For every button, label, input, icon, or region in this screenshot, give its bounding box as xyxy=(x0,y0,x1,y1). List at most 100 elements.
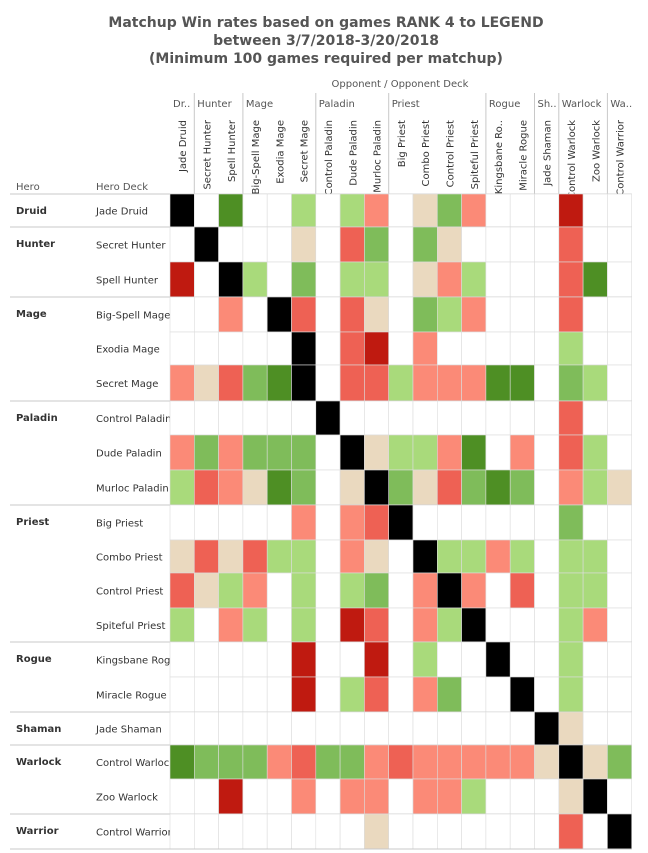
deck-label-8: Dude Paladin xyxy=(96,449,162,460)
cell-16-14 xyxy=(485,711,511,746)
cell-16-2 xyxy=(194,711,219,746)
deck-label-17: Control Warlock xyxy=(96,758,175,769)
cell-14-13 xyxy=(461,641,487,678)
cell-5-15 xyxy=(509,331,535,366)
cell-6-5 xyxy=(266,364,292,402)
cell-19-18 xyxy=(582,813,608,850)
cell-13-5 xyxy=(266,607,292,643)
cell-19-16 xyxy=(534,813,560,850)
cell-7-19 xyxy=(607,400,633,436)
cell-12-10 xyxy=(388,572,414,609)
cell-3-11 xyxy=(412,261,438,298)
cell-6-8 xyxy=(339,364,365,402)
cell-12-14 xyxy=(485,572,511,609)
col-label-13: Spiteful Priest xyxy=(470,120,481,189)
col-group-5: Priest xyxy=(392,99,420,110)
cell-7-17 xyxy=(558,400,584,436)
cell-8-10 xyxy=(388,434,414,471)
deck-label-19: Control Warrior xyxy=(96,828,173,839)
cell-12-2 xyxy=(194,572,219,609)
cell-10-16 xyxy=(534,504,560,541)
cell-5-9 xyxy=(364,331,389,366)
cell-11-19 xyxy=(607,539,633,574)
col-label-8: Dude Paladin xyxy=(348,120,359,186)
cell-11-4 xyxy=(242,539,268,574)
cell-12-7 xyxy=(315,572,341,609)
col-group-1: Dr.. xyxy=(173,99,190,110)
cell-4-7 xyxy=(315,296,341,333)
cell-19-17 xyxy=(558,813,584,850)
cell-2-17 xyxy=(558,226,584,263)
cell-7-1 xyxy=(169,400,195,436)
col-label-10: Big Priest xyxy=(397,120,408,167)
cell-5-12 xyxy=(436,331,462,366)
cell-19-5 xyxy=(266,813,292,850)
cell-7-7 xyxy=(315,400,341,436)
cell-9-11 xyxy=(412,469,438,506)
cell-2-1 xyxy=(169,226,195,263)
cell-18-19 xyxy=(607,778,633,815)
cell-8-7 xyxy=(315,434,341,471)
col-label-14: Kingsbane Ro.. xyxy=(494,120,505,194)
cell-17-3 xyxy=(218,744,244,780)
cell-4-10 xyxy=(388,296,414,333)
cell-5-8 xyxy=(339,331,365,366)
cell-6-15 xyxy=(509,364,535,402)
cell-8-15 xyxy=(509,434,535,471)
cell-11-7 xyxy=(315,539,341,574)
cell-11-3 xyxy=(218,539,244,574)
cell-14-11 xyxy=(412,641,438,678)
cell-5-17 xyxy=(558,331,584,366)
cell-6-2 xyxy=(194,364,219,402)
cell-10-4 xyxy=(242,504,268,541)
cell-13-17 xyxy=(558,607,584,643)
cell-11-12 xyxy=(436,539,462,574)
hero-label-4: Paladin xyxy=(16,413,58,424)
cell-15-14 xyxy=(485,676,511,713)
cell-12-5 xyxy=(266,572,292,609)
cell-17-9 xyxy=(364,744,389,780)
cell-18-12 xyxy=(436,778,462,815)
cell-18-8 xyxy=(339,778,365,815)
cell-8-6 xyxy=(291,434,317,471)
title-line-2: between 3/7/2018-3/20/2018 xyxy=(213,33,439,49)
cell-8-4 xyxy=(242,434,268,471)
deck-label-4: Big-Spell Mage xyxy=(96,311,170,322)
cell-1-14 xyxy=(485,193,511,228)
cell-15-3 xyxy=(218,676,244,713)
cell-6-1 xyxy=(169,364,195,402)
cell-11-15 xyxy=(509,539,535,574)
cell-15-13 xyxy=(461,676,487,713)
cell-5-5 xyxy=(266,331,292,366)
opponent-header: Opponent / Opponent Deck xyxy=(332,79,469,90)
cell-1-19 xyxy=(607,193,633,228)
cell-4-5 xyxy=(266,296,292,333)
cell-18-3 xyxy=(218,778,244,815)
cell-5-7 xyxy=(315,331,341,366)
hero-label-7: Shaman xyxy=(16,724,61,735)
cell-7-16 xyxy=(534,400,560,436)
cell-17-18 xyxy=(582,744,608,780)
cell-1-15 xyxy=(509,193,535,228)
cell-9-2 xyxy=(194,469,219,506)
col-label-19: Control Warrior xyxy=(616,119,627,196)
cell-8-17 xyxy=(558,434,584,471)
cell-4-8 xyxy=(339,296,365,333)
cell-2-9 xyxy=(364,226,389,263)
cell-10-12 xyxy=(436,504,462,541)
cell-4-1 xyxy=(169,296,195,333)
cell-15-4 xyxy=(242,676,268,713)
cell-17-5 xyxy=(266,744,292,780)
cell-10-5 xyxy=(266,504,292,541)
cell-17-6 xyxy=(291,744,317,780)
cell-16-15 xyxy=(509,711,535,746)
cell-3-15 xyxy=(509,261,535,298)
cell-2-14 xyxy=(485,226,511,263)
cell-12-9 xyxy=(364,572,389,609)
cell-13-9 xyxy=(364,607,389,643)
cell-15-18 xyxy=(582,676,608,713)
cell-9-3 xyxy=(218,469,244,506)
cell-4-9 xyxy=(364,296,389,333)
cell-13-16 xyxy=(534,607,560,643)
